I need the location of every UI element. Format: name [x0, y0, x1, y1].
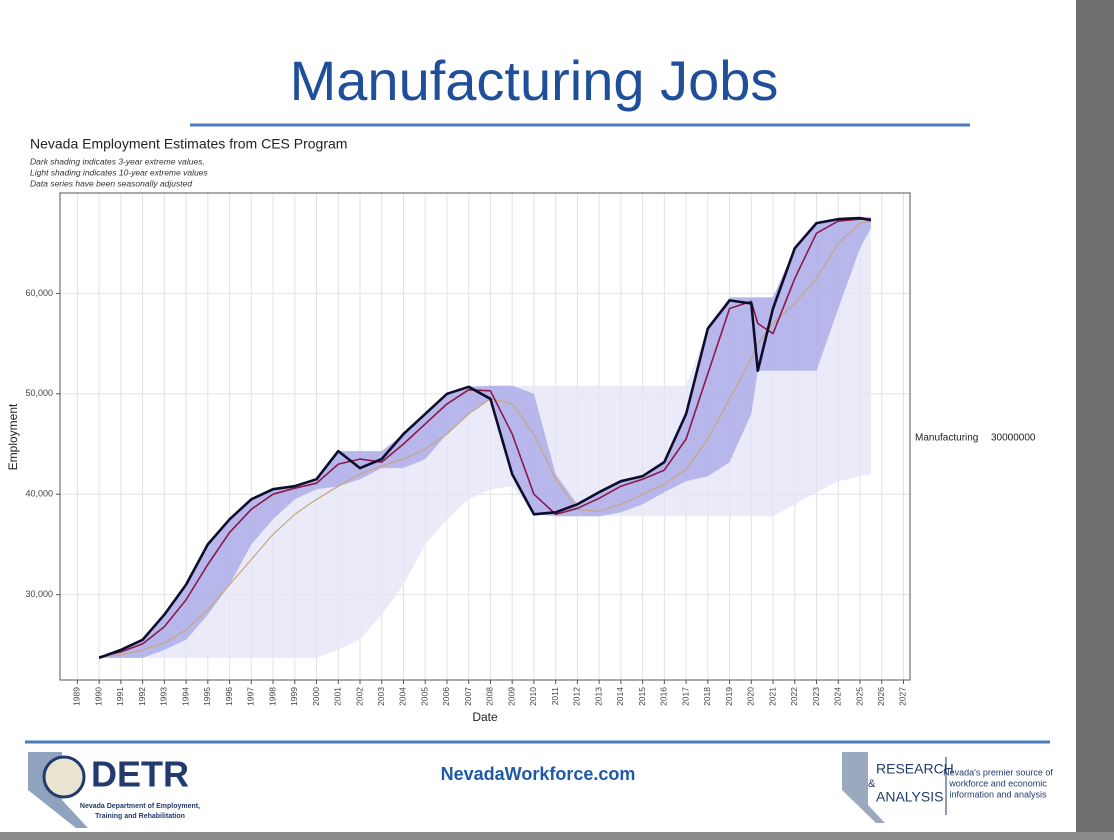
x-tick-label: 2021: [767, 687, 777, 706]
chart-subtitle: Light shading indicates 10-year extreme …: [30, 167, 208, 177]
website[interactable]: NevadaWorkforce.com: [441, 764, 636, 784]
series-line: [98, 216, 872, 660]
bottom-border: [0, 832, 1114, 840]
x-tick-label: 2013: [593, 687, 603, 706]
x-tick-label: 1996: [224, 687, 234, 706]
x-tick-label: 2020: [746, 687, 756, 706]
x-axis-label: Date: [472, 710, 498, 724]
x-tick-label: 2002: [354, 687, 364, 706]
x-tick-label: 2012: [572, 687, 582, 706]
seal: [42, 755, 86, 799]
x-tick-label: 1993: [159, 687, 169, 706]
y-tick-label: 60,000: [25, 288, 53, 298]
y-axis-label: Employment: [6, 403, 20, 470]
tagline: Nevada's premier source of: [943, 767, 1053, 777]
x-tick-label: 1989: [72, 687, 82, 706]
extreme-band: [99, 217, 871, 658]
x-tick-label: 1995: [202, 687, 212, 706]
x-tick-label: 2005: [419, 687, 429, 706]
department-name: Training and Rehabilitation: [95, 813, 185, 820]
series-line: [98, 218, 871, 658]
x-tick-label: 2016: [659, 687, 669, 706]
y-tick-label: 40,000: [25, 489, 53, 499]
legend-value: 30000000: [991, 433, 1036, 444]
tagline: workforce and economic: [948, 778, 1047, 788]
detr-logo: DETR: [91, 754, 189, 795]
x-tick-label: 2003: [376, 687, 386, 706]
research-text: RESEARCH: [876, 761, 954, 777]
x-tick-label: 2019: [724, 687, 734, 706]
x-tick-label: 2023: [811, 687, 821, 706]
y-tick-label: 30,000: [25, 589, 53, 599]
x-tick-label: 1992: [137, 687, 147, 706]
x-tick-label: 2000: [311, 687, 321, 706]
x-tick-label: 2008: [485, 687, 495, 706]
x-tick-label: 2025: [854, 687, 864, 706]
x-tick-label: 2022: [789, 687, 799, 706]
department-name: Nevada Department of Employment,: [80, 803, 200, 810]
plot: 1989 1990 1991 1992 1993 1994 1995 1996 1997 1998…: [25, 192, 911, 706]
nevada-shape-right: [842, 752, 885, 823]
x-tick-label: 1999: [289, 687, 299, 706]
x-tick-label: 1994: [180, 687, 190, 706]
chart-subtitle: Data series have been seasonally adjuste…: [30, 178, 192, 188]
x-tick-label: 1998: [267, 687, 277, 706]
x-tick-label: 2027: [898, 687, 908, 706]
legend-label: Manufacturing: [915, 433, 978, 444]
x-tick-label: 2004: [398, 687, 408, 706]
x-tick-label: 2010: [528, 687, 538, 706]
tagline: information and analysis: [949, 789, 1047, 799]
y-tick-label: 50,000: [25, 388, 53, 398]
x-tick-label: 1990: [93, 687, 103, 706]
extreme-band: [99, 217, 871, 658]
side-border: [1076, 0, 1114, 840]
plot-frame: [59, 192, 911, 681]
x-tick-label: 2006: [441, 687, 451, 706]
chart-title: Nevada Employment Estimates from CES Pro…: [30, 136, 347, 152]
x-tick-label: 2026: [876, 687, 886, 706]
x-tick-label: 2011: [550, 687, 560, 706]
x-tick-label: 2007: [463, 687, 473, 706]
x-tick-label: 2024: [833, 687, 843, 706]
x-tick-label: 2015: [637, 687, 647, 706]
x-tick-label: 2009: [506, 687, 516, 706]
x-tick-label: 2001: [333, 687, 343, 706]
x-tick-label: 1991: [115, 687, 125, 706]
amp-text: &: [868, 778, 876, 790]
chart-subtitle: Dark shading indicates 3-year extreme va…: [30, 156, 205, 166]
x-tick-label: 2018: [702, 687, 712, 706]
x-tick-label: 1997: [246, 687, 256, 706]
analysis-text: ANALYSIS: [876, 789, 943, 805]
x-tick-label: 2014: [615, 687, 625, 706]
x-tick-label: 2017: [680, 687, 690, 706]
slide-title: Manufacturing Jobs: [290, 49, 779, 112]
